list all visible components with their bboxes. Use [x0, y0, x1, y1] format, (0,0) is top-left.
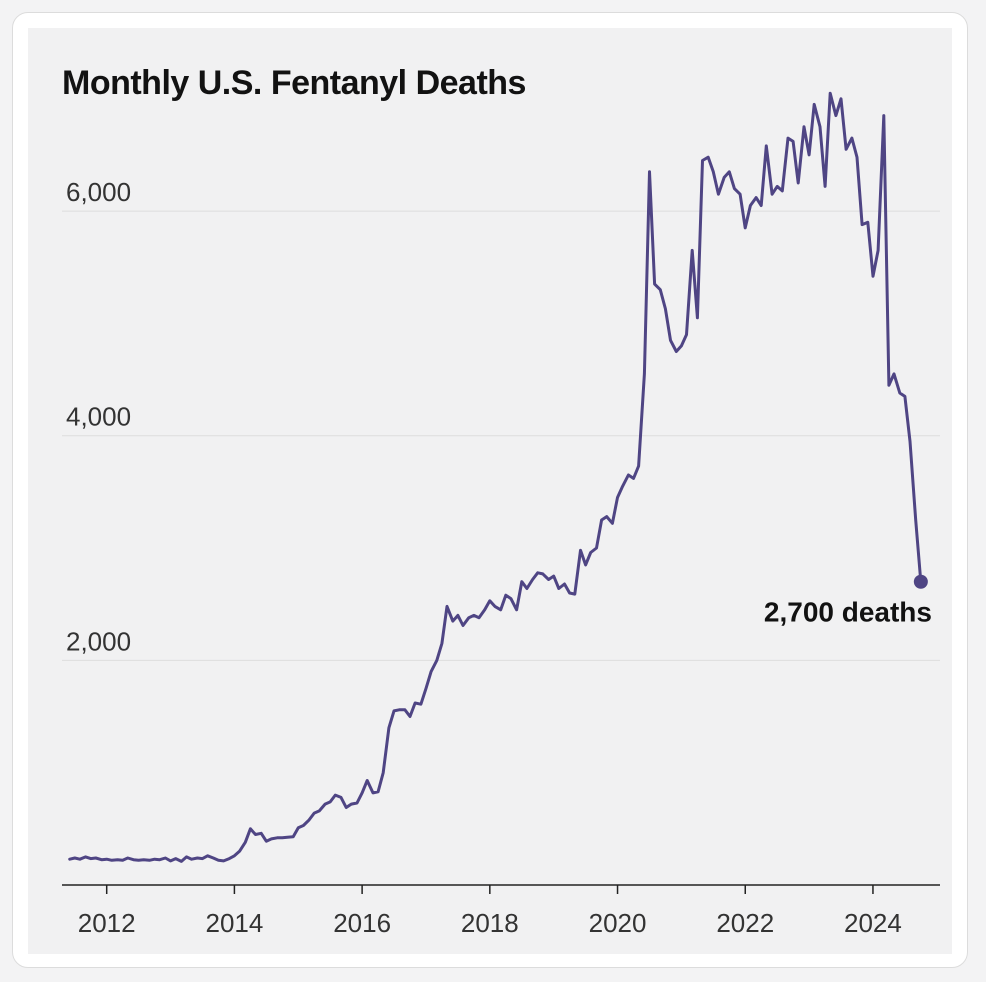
y-tick-label: 6,000 [66, 177, 131, 207]
x-tick-label: 2012 [78, 908, 136, 938]
endpoint-marker [913, 574, 928, 589]
annotation-layer: 2,700 deaths [764, 574, 932, 628]
series-layer [68, 91, 923, 863]
x-axis-labels: 2012 2014 2016 2018 2020 2022 2024 [78, 908, 902, 938]
gridlines [62, 210, 940, 661]
x-axis [62, 884, 940, 894]
y-tick-label: 4,000 [66, 402, 131, 432]
x-tick-label: 2018 [461, 908, 519, 938]
x-tick-label: 2024 [844, 908, 902, 938]
y-axis-labels: 2,000 4,000 6,000 [66, 177, 131, 656]
x-tick-label: 2014 [205, 908, 263, 938]
endpoint-label: 2,700 deaths [764, 597, 932, 628]
x-tick-label: 2016 [333, 908, 391, 938]
series-line [68, 91, 923, 863]
x-tick-label: 2022 [716, 908, 774, 938]
x-tick-label: 2020 [589, 908, 647, 938]
chart-title: Monthly U.S. Fentanyl Deaths [62, 64, 526, 102]
y-tick-label: 2,000 [66, 626, 131, 656]
